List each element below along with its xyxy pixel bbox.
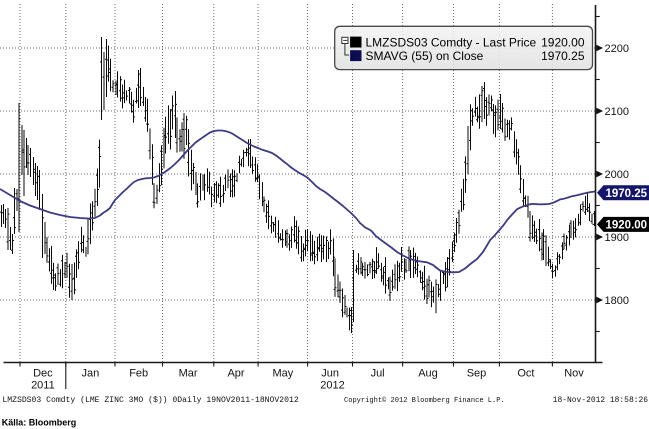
svg-text:1970.25: 1970.25 (541, 49, 585, 63)
svg-text:1900: 1900 (605, 232, 629, 244)
svg-text:1800: 1800 (605, 295, 629, 307)
svg-text:Mar: Mar (179, 368, 198, 380)
svg-text:Dec: Dec (33, 368, 53, 380)
svg-text:Jan: Jan (82, 368, 100, 380)
svg-text:Källa: Bloomberg: Källa: Bloomberg (2, 418, 77, 428)
svg-text:1920.00: 1920.00 (606, 220, 648, 232)
svg-text:LMZSDS03 Comdty (LME ZINC 3MO: LMZSDS03 Comdty (LME ZINC 3MO ($)) 0Dail… (2, 396, 298, 405)
svg-text:LMZSDS03 Comdty - Last Price: LMZSDS03 Comdty - Last Price (366, 35, 537, 49)
svg-text:Feb: Feb (129, 368, 148, 380)
svg-text:2011: 2011 (31, 380, 55, 392)
svg-text:2100: 2100 (605, 106, 629, 118)
svg-text:Jun: Jun (321, 368, 339, 380)
svg-text:18-Nov-2012 18:58:26: 18-Nov-2012 18:58:26 (553, 396, 649, 405)
svg-text:Aug: Aug (418, 368, 438, 380)
svg-text:May: May (273, 368, 294, 380)
svg-text:1970.25: 1970.25 (606, 188, 648, 200)
svg-text:Oct: Oct (517, 368, 534, 380)
svg-text:Copyright© 2012 Bloomberg Fina: Copyright© 2012 Bloomberg Finance L.P. (344, 396, 505, 405)
svg-text:Apr: Apr (227, 368, 244, 380)
svg-text:Sep: Sep (467, 368, 487, 380)
svg-text:SMAVG (55) on Close: SMAVG (55) on Close (366, 49, 484, 63)
svg-text:Nov: Nov (564, 368, 584, 380)
svg-text:2200: 2200 (605, 43, 629, 55)
svg-text:2000: 2000 (605, 169, 629, 181)
svg-text:1920.00: 1920.00 (541, 35, 585, 49)
svg-text:2012: 2012 (320, 380, 344, 392)
svg-text:Jul: Jul (371, 368, 385, 380)
